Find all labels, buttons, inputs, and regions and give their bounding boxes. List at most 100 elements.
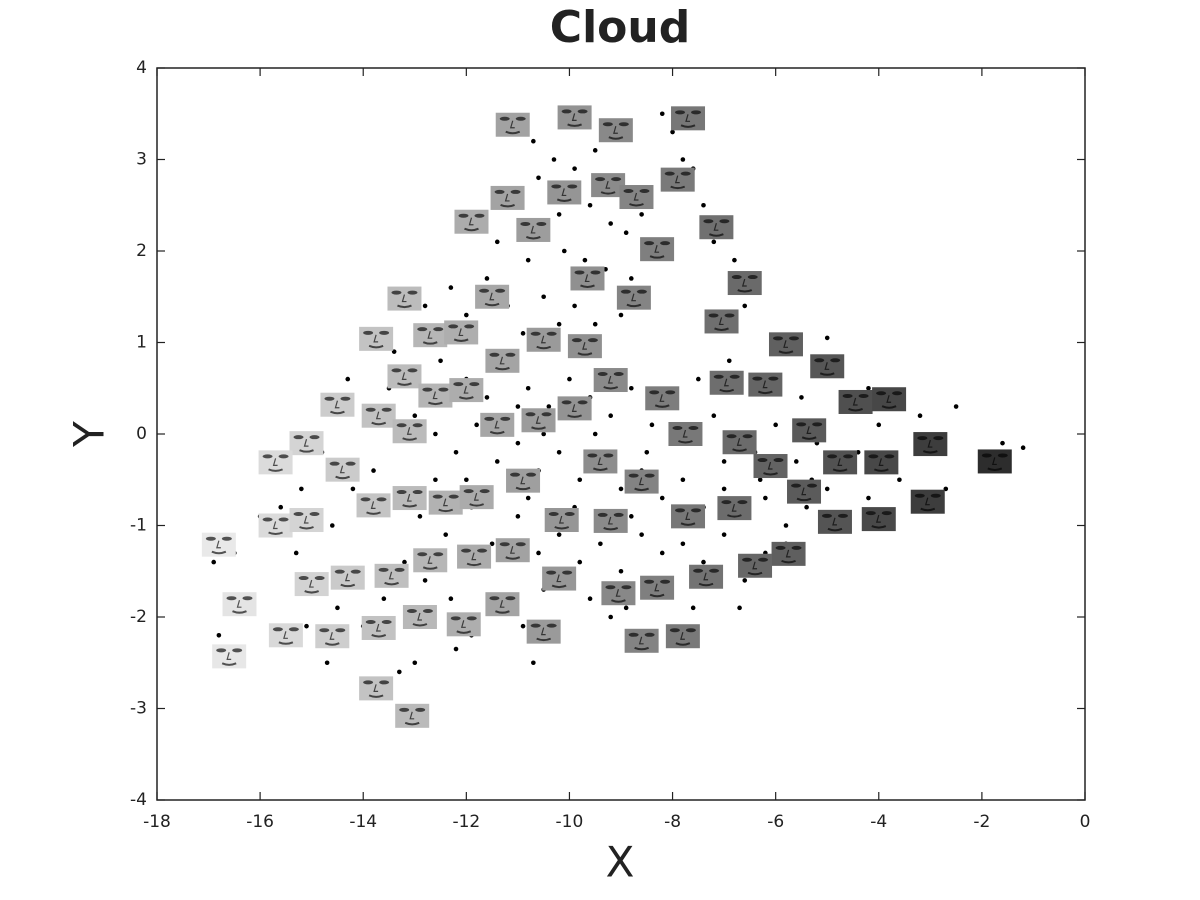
face-eye [272, 627, 283, 632]
face-thumbnail [480, 412, 515, 437]
face-mouth [577, 352, 593, 356]
face-eye [242, 596, 253, 601]
face-eye [623, 189, 634, 194]
face-nose [388, 571, 394, 580]
face-eye [564, 512, 575, 517]
face-mouth [608, 136, 624, 140]
face-nose [806, 426, 812, 434]
face-thumbnail [547, 180, 582, 205]
face-eye [613, 512, 624, 517]
face-thumbnail [640, 575, 675, 600]
point [572, 303, 577, 309]
face-mouth [428, 401, 443, 406]
point [629, 385, 634, 391]
face-nose [886, 395, 892, 403]
face-nose [370, 501, 376, 509]
point [592, 321, 598, 327]
face-eye [226, 596, 237, 601]
face-eye [807, 483, 818, 488]
face-eye [788, 336, 799, 341]
face-eye [731, 275, 742, 280]
face-thumbnail [413, 548, 448, 573]
face-thumbnail [506, 468, 541, 493]
point [623, 605, 629, 611]
face-thumbnail [542, 566, 577, 591]
face-eye [412, 423, 423, 428]
face-thumbnail [289, 431, 324, 456]
face-eye [602, 122, 613, 127]
face-mouth [484, 302, 500, 307]
face-mouth [304, 590, 320, 594]
faces-layer [201, 105, 1012, 728]
face-eye [587, 453, 598, 458]
point [453, 450, 459, 455]
face-nose [659, 394, 665, 402]
face-mouth [464, 227, 479, 232]
face-eye [561, 400, 572, 405]
face-eye [821, 513, 832, 518]
face-eye [917, 436, 928, 441]
face-mouth [232, 610, 247, 614]
face-nose [406, 493, 412, 502]
face-mouth [580, 284, 595, 288]
face-nose [308, 579, 314, 588]
face-nose [801, 487, 807, 496]
face-eye [396, 490, 407, 495]
point [618, 568, 624, 574]
face-eye [505, 596, 516, 601]
face-eye [577, 400, 588, 405]
point [433, 477, 438, 483]
face-eye [758, 557, 769, 562]
face-nose [236, 600, 242, 608]
point [551, 157, 557, 162]
point [711, 413, 717, 419]
face-thumbnail [212, 644, 247, 669]
x-tick-label: -10 [556, 812, 584, 832]
face-eye [376, 497, 387, 502]
point [324, 660, 330, 666]
point [639, 532, 644, 537]
face-eye [536, 221, 547, 226]
face-eye [693, 568, 704, 573]
face-eye [858, 393, 869, 398]
face-eye [737, 500, 748, 505]
face-eye [309, 435, 320, 440]
face-eye [463, 489, 474, 494]
point [525, 257, 531, 263]
face-mouth [987, 467, 1003, 471]
face-eye [499, 542, 510, 547]
face-eye [713, 374, 724, 379]
point [629, 514, 634, 519]
face-eye [571, 338, 582, 343]
face-nose [468, 217, 474, 226]
y-tick-label: 4 [136, 58, 147, 78]
point [866, 495, 871, 501]
face-eye [448, 494, 459, 499]
face-thumbnail [268, 623, 303, 648]
face-nose [607, 516, 613, 525]
face-mouth [211, 550, 227, 555]
face-nose [638, 636, 644, 645]
point [329, 523, 335, 528]
face-nose [852, 397, 858, 406]
face-thumbnail [593, 368, 628, 393]
face-thumbnail [593, 508, 628, 533]
face-eye [422, 609, 433, 613]
face-mouth [371, 634, 387, 638]
face-thumbnail [361, 403, 396, 428]
point [494, 239, 500, 245]
point [448, 596, 454, 601]
face-mouth [654, 404, 670, 408]
face-nose [571, 113, 577, 122]
face-nose [432, 391, 438, 400]
point [515, 514, 521, 519]
face-eye [489, 352, 500, 357]
point [556, 321, 562, 327]
point [701, 559, 706, 565]
face-eye [812, 422, 823, 427]
face-eye [335, 628, 346, 633]
face-mouth [536, 637, 552, 642]
face-mouth [832, 468, 848, 472]
point [474, 422, 479, 428]
face-mouth [505, 130, 521, 135]
